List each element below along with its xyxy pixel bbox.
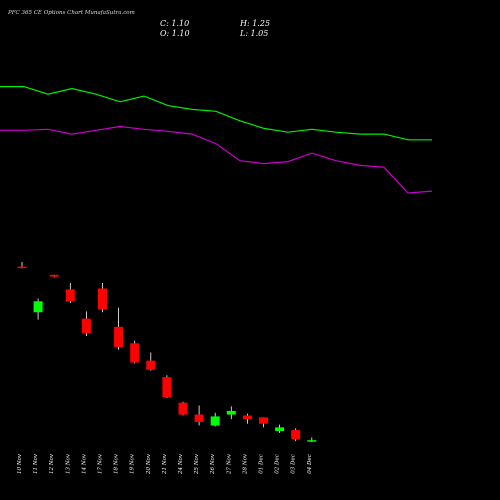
candle-body bbox=[33, 301, 43, 313]
candle-body bbox=[178, 402, 188, 415]
indicator-lines bbox=[0, 85, 433, 194]
open-value: O: 1.10 bbox=[160, 29, 190, 38]
lower-indicator-line bbox=[0, 125, 433, 194]
candle-body bbox=[291, 430, 301, 440]
candle-25-nov bbox=[194, 405, 204, 426]
candle-24-nov bbox=[178, 401, 188, 416]
candle-body bbox=[65, 289, 75, 302]
candle-body bbox=[81, 318, 91, 334]
candle-04-dec bbox=[307, 437, 317, 442]
x-tick-label: 17 Nov bbox=[98, 453, 104, 474]
candle-13-nov bbox=[65, 283, 75, 304]
candle-10-nov bbox=[17, 262, 27, 269]
candle-body bbox=[146, 360, 156, 370]
high-value: H: 1.25 bbox=[240, 19, 271, 28]
candle-body bbox=[259, 417, 268, 424]
candle-body bbox=[210, 416, 220, 426]
candle-body bbox=[194, 414, 204, 422]
x-tick-label: 18 Nov bbox=[114, 453, 120, 474]
candle-01-dec bbox=[259, 417, 268, 428]
candle-body bbox=[242, 415, 252, 420]
candle-body bbox=[98, 288, 107, 310]
candle-12-nov bbox=[49, 274, 59, 278]
x-tick-label: 13 Nov bbox=[65, 453, 71, 474]
x-tick-label: 20 Nov bbox=[146, 453, 152, 475]
candle-28-nov bbox=[242, 413, 252, 424]
x-tick-label: 27 Nov bbox=[226, 453, 232, 475]
candle-body bbox=[162, 377, 172, 398]
candle-11-nov bbox=[33, 298, 43, 320]
x-tick-label: 24 Nov bbox=[178, 453, 184, 475]
candle-body bbox=[130, 343, 140, 363]
x-tick-label: 03 Dec bbox=[291, 454, 297, 474]
close-value: C: 1.10 bbox=[160, 19, 190, 28]
candle-14-nov bbox=[81, 311, 91, 337]
candle-27-nov bbox=[226, 406, 236, 420]
upper-indicator-line bbox=[0, 85, 432, 141]
candle-body bbox=[307, 440, 317, 442]
candle-19-nov bbox=[130, 340, 140, 364]
x-tick-label: 14 Nov bbox=[81, 453, 87, 474]
candle-body bbox=[17, 266, 27, 269]
candle-20-nov bbox=[146, 352, 156, 371]
candle-26-nov bbox=[210, 412, 220, 427]
low-value: L: 1.05 bbox=[240, 29, 269, 38]
candle-02-dec bbox=[275, 424, 285, 433]
x-tick-label: 02 Dec bbox=[275, 454, 281, 474]
x-axis-ticks: 10 Nov 11 Nov 12 Nov 13 Nov 14 Nov 17 Nov 18 N… bbox=[17, 453, 313, 475]
x-tick-label: 04 Dec bbox=[307, 454, 313, 474]
x-tick-label: 19 Nov bbox=[130, 453, 136, 474]
candle-17-nov bbox=[98, 283, 107, 313]
candle-body bbox=[226, 410, 236, 415]
candles bbox=[17, 262, 317, 442]
x-tick-label: 28 Nov bbox=[242, 453, 248, 475]
x-tick-label: 25 Nov bbox=[194, 453, 200, 475]
x-tick-label: 01 Dec bbox=[259, 454, 265, 474]
candle-18-nov bbox=[114, 307, 124, 350]
x-tick-label: 12 Nov bbox=[49, 453, 55, 474]
candle-body bbox=[114, 326, 124, 347]
candle-21-nov bbox=[162, 375, 172, 399]
x-tick-label: 21 Nov bbox=[162, 453, 168, 475]
chart-title: PFC 365 CE Options Chart MunafaSutra.com bbox=[8, 10, 135, 16]
candle-03-dec bbox=[291, 428, 301, 442]
x-tick-label: 10 Nov bbox=[17, 453, 23, 474]
x-tick-label: 26 Nov bbox=[210, 453, 216, 475]
candle-body bbox=[49, 274, 59, 277]
x-tick-label: 11 Nov bbox=[33, 453, 39, 474]
candle-body bbox=[275, 427, 285, 432]
